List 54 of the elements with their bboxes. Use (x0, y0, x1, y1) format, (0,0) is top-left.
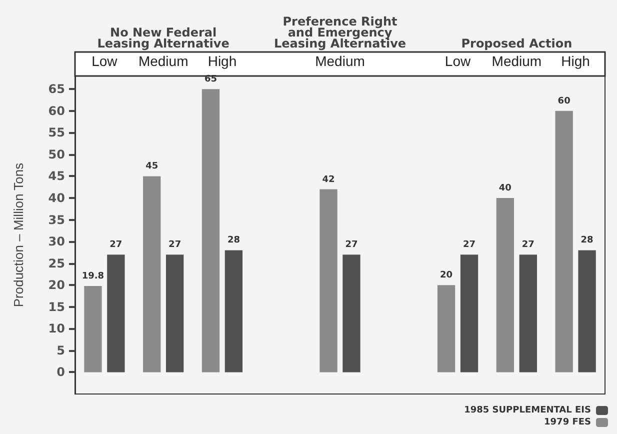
y-tick-label: 45 (48, 169, 65, 184)
data-label: 19.8 (82, 271, 104, 282)
data-label: 27 (462, 240, 476, 250)
data-label: 42 (322, 174, 335, 185)
bar (166, 254, 184, 372)
bar (519, 254, 537, 372)
bar (437, 285, 456, 372)
y-tick-label: 10 (48, 322, 65, 336)
y-tick-label: 25 (48, 256, 65, 270)
bar (107, 254, 125, 372)
y-tick-label: 15 (48, 300, 65, 314)
bar (342, 254, 360, 372)
y-tick-label: 0 (56, 365, 65, 380)
y-tick-label: 40 (48, 190, 65, 205)
bar (460, 254, 478, 372)
y-tick-label: 60 (48, 104, 65, 118)
data-label: 27 (522, 240, 534, 250)
data-label: 20 (440, 270, 453, 281)
data-label: 27 (110, 240, 122, 250)
text: Preference Right and Emergency Leasing Alternative (274, 14, 406, 50)
legend-label: 1985 SUPPLEMENTAL EIS (464, 406, 591, 416)
y-tick-label: 5 (56, 343, 65, 358)
legend-label: 1979 FES (544, 418, 591, 428)
bar (224, 250, 243, 372)
y-tick-label: 35 (48, 212, 65, 227)
bar (202, 89, 220, 372)
text: Proposed Action (461, 36, 572, 50)
y-tick-label: 20 (48, 278, 65, 292)
y-tick-label: 30 (48, 234, 65, 249)
x-tick-label: High (208, 53, 237, 69)
text: No New Federal Leasing Alternative (97, 26, 230, 50)
x-tick-label: Medium (315, 53, 365, 69)
x-tick-label: Low (444, 53, 472, 69)
data-label: 28 (227, 236, 240, 246)
bar (143, 176, 161, 372)
data-label: 27 (345, 240, 358, 250)
data-label: 40 (498, 183, 512, 194)
data-label: 27 (168, 240, 182, 250)
x-tick-label: Medium (138, 53, 188, 69)
x-tick-label: Low (92, 53, 118, 69)
y-axis-title: Production – Million Tons (11, 162, 26, 308)
bar (578, 250, 596, 372)
y-tick-label: 55 (48, 126, 65, 140)
data-label: 45 (146, 162, 158, 172)
bar (84, 286, 102, 372)
bar (496, 198, 514, 372)
bar (320, 189, 338, 372)
x-tick-label: High (561, 53, 590, 69)
bar (555, 110, 573, 372)
y-tick-label: 65 (48, 82, 65, 96)
x-tick-label: Medium (492, 53, 542, 69)
data-label: 28 (580, 236, 594, 246)
y-tick-label: 50 (48, 147, 65, 162)
data-label: 60 (558, 96, 570, 106)
